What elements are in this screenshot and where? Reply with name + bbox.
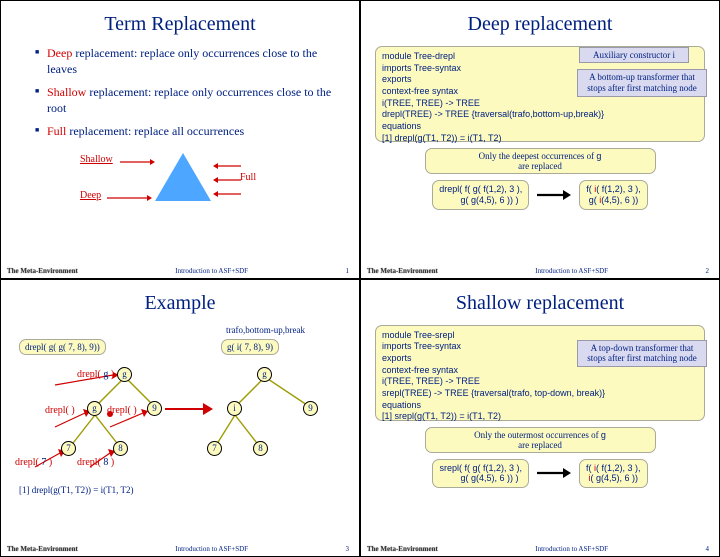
slide1-bullets: Deep replacement: replace only occurrenc… bbox=[15, 46, 345, 140]
top-down-info: A top-down transformer that stops after … bbox=[577, 340, 707, 368]
page-num-2: 2 bbox=[706, 267, 720, 275]
arrow-icon bbox=[537, 466, 571, 480]
left-node-g1: g bbox=[117, 367, 132, 382]
bullet-full: Full replacement: replace all occurrence… bbox=[35, 124, 345, 140]
shallow-output: f( i( f(1,2), 3 ), i( g(4,5), 6 )) bbox=[579, 459, 648, 489]
footer-1: The Meta-Environment Introduction to ASF… bbox=[1, 267, 359, 275]
drepl-2: drepl( ) bbox=[45, 405, 75, 416]
slide3-title: Example bbox=[15, 292, 345, 315]
drepl-1: drepl( g ) bbox=[77, 369, 114, 380]
equation-line: [1] drepl(g(T1, T2)) = i(T1, T2) bbox=[19, 485, 133, 495]
shallow-note: Only the outermost occurrences of g are … bbox=[425, 427, 656, 453]
deep-note: Only the deepest occurrences of g are re… bbox=[425, 148, 656, 174]
arrow-full-top bbox=[213, 162, 241, 170]
right-node-i: i bbox=[227, 401, 242, 416]
footer-2: The Meta-Environment Introduction to ASF… bbox=[361, 267, 719, 275]
shallow-input: srepl( f( g( f(1,2), 3 ), g( g(4,5), 6 )… bbox=[432, 459, 529, 489]
label-shallow: Shallow bbox=[80, 154, 113, 165]
example-diagram: trafo,bottom-up,break drepl( g( g( 7, 8)… bbox=[15, 325, 345, 525]
slide1-title: Term Replacement bbox=[15, 13, 345, 36]
arrow-full-mid bbox=[213, 176, 241, 184]
right-node-7: 7 bbox=[207, 441, 222, 456]
page-num-3: 3 bbox=[346, 545, 360, 553]
right-node-8: 8 bbox=[253, 441, 268, 456]
right-node-g: g bbox=[257, 367, 272, 382]
right-tree-edges bbox=[205, 355, 360, 505]
footer-3: The Meta-Environment Introduction to ASF… bbox=[1, 545, 359, 553]
drepl-4: drepl( 7 ) bbox=[15, 457, 52, 468]
page-num-4: 4 bbox=[706, 545, 720, 553]
trafo-label: trafo,bottom-up,break bbox=[226, 325, 305, 335]
aux-constructor: Auxiliary constructor i bbox=[579, 47, 689, 63]
footer-logo: The Meta-Environment bbox=[1, 267, 78, 275]
left-node-8: 8 bbox=[113, 441, 128, 456]
bullet-shallow: Shallow replacement: replace only occurr… bbox=[35, 85, 345, 116]
triangle-shape bbox=[155, 153, 211, 201]
deep-input: drepl( f( g( f(1,2), 3 ), g( g(4,5), 6 )… bbox=[432, 180, 529, 210]
left-node-7: 7 bbox=[61, 441, 76, 456]
slide-2: Deep replacement module Tree-drepl impor… bbox=[360, 0, 720, 279]
slide-3: Example trafo,bottom-up,break drepl( g( … bbox=[0, 279, 360, 557]
deep-output: f( i( f(1,2), 3 ), g( i(4,5), 6 )) bbox=[579, 180, 648, 210]
example-result-box: g( i( 7, 8), 9) bbox=[221, 339, 279, 355]
deep-example-pair: drepl( f( g( f(1,2), 3 ), g( g(4,5), 6 )… bbox=[375, 180, 705, 210]
tree-arrow bbox=[165, 399, 215, 419]
arrow-deep bbox=[107, 194, 152, 202]
left-node-g2: g bbox=[87, 401, 102, 416]
example-input-box: drepl( g( g( 7, 8), 9)) bbox=[19, 339, 106, 355]
slide4-title: Shallow replacement bbox=[375, 292, 705, 315]
right-node-9: 9 bbox=[303, 401, 318, 416]
triangle-diagram: Shallow Deep Full bbox=[45, 148, 345, 218]
shallow-example-pair: srepl( f( g( f(1,2), 3 ), g( g(4,5), 6 )… bbox=[375, 459, 705, 489]
drepl-3: drepl( ) bbox=[107, 405, 137, 416]
page-num-1: 1 bbox=[346, 267, 360, 275]
arrow-shallow bbox=[120, 158, 155, 166]
footer-4: The Meta-Environment Introduction to ASF… bbox=[361, 545, 719, 553]
bullet-deep: Deep replacement: replace only occurrenc… bbox=[35, 46, 345, 77]
footer-text: Introduction to ASF+SDF bbox=[78, 267, 346, 275]
drepl-5: drepl( 8 ) bbox=[77, 457, 114, 468]
arrow-full-bot bbox=[213, 190, 241, 198]
left-node-9: 9 bbox=[147, 401, 162, 416]
label-full: Full bbox=[240, 172, 256, 183]
label-deep: Deep bbox=[80, 190, 101, 201]
slide-1: Term Replacement Deep replacement: repla… bbox=[0, 0, 360, 279]
arrow-icon bbox=[537, 188, 571, 202]
slide-4: Shallow replacement module Tree-srepl im… bbox=[360, 279, 720, 557]
bottom-up-info: A bottom-up transformer that stops after… bbox=[577, 69, 707, 97]
slide2-title: Deep replacement bbox=[375, 13, 705, 36]
